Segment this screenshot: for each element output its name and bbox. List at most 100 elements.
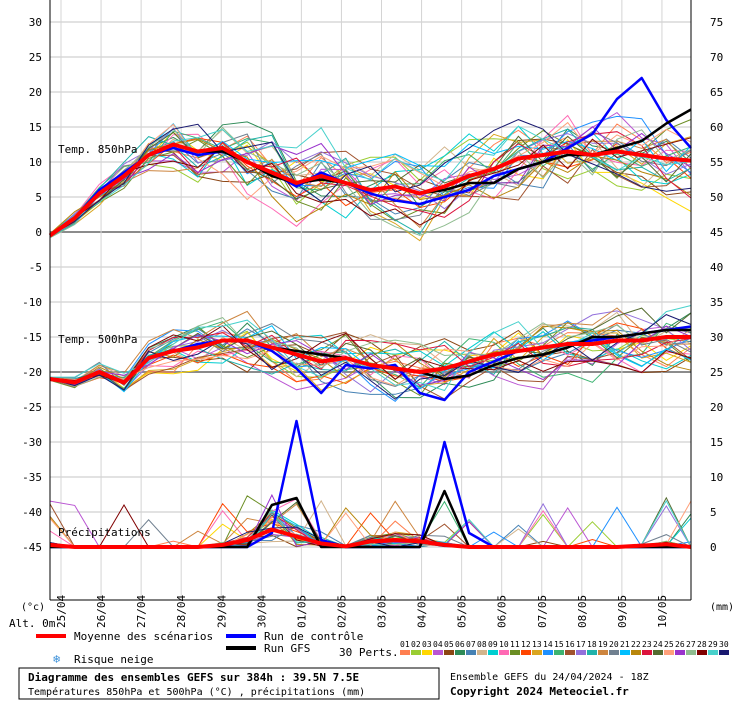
y-left-tick-label: -45: [22, 541, 42, 554]
x-tick-label: 27/04: [135, 595, 148, 628]
pert-line-t850: [49, 115, 692, 239]
pert-legend-id: 28: [697, 640, 707, 649]
y-right-tick-label: 60: [710, 121, 723, 134]
pert-legend-swatch: [675, 650, 685, 655]
pert-legend-swatch: [664, 650, 674, 655]
pert-legend-id: 17: [576, 640, 586, 649]
y-right-tick-label: 35: [710, 296, 723, 309]
y-left-tick-label: 0: [35, 226, 42, 239]
pert-legend-swatch: [653, 650, 663, 655]
pert-legend-swatch: [488, 650, 498, 655]
pert-line-t500: [49, 312, 692, 399]
t500-panel-label: Temp. 500hPa: [58, 333, 137, 346]
pert-line-t850: [49, 126, 692, 238]
pert-line-t850: [49, 126, 692, 239]
pert-legend-id: 03: [422, 640, 432, 649]
y-right-tick-label: 40: [710, 261, 723, 274]
x-tick-label: 06/05: [496, 595, 509, 628]
pert-line-t500: [49, 329, 692, 387]
y-right-tick-label: 45: [710, 226, 723, 239]
run-info: Ensemble GEFS du 24/04/2024 - 18Z: [450, 672, 649, 683]
legend-control-label: Run de contrôle: [264, 630, 363, 643]
grid-lines: [50, 0, 691, 600]
x-tick-label: 25/04: [55, 595, 68, 628]
pert-legend-id: 02: [411, 640, 421, 649]
snowflake-icon: ❄: [53, 652, 60, 666]
pert-legend-swatch: [631, 650, 641, 655]
pert-legend-id: 27: [686, 640, 696, 649]
pert-legend-swatch: [642, 650, 652, 655]
pert-legend-id: 09: [488, 640, 498, 649]
y-left-tick-label: -5: [29, 261, 42, 274]
copyright: Copyright 2024 Meteociel.fr: [450, 685, 629, 698]
pert-legend-swatch: [510, 650, 520, 655]
pert-line-t500: [49, 311, 692, 382]
series-line-t500: [49, 335, 691, 385]
pert-line-t850: [49, 138, 692, 237]
pert-legend-swatch: [455, 650, 465, 655]
x-tick-label: 10/05: [656, 595, 669, 628]
y-left-tick-label: -10: [22, 296, 42, 309]
x-tick-label: 02/05: [335, 595, 348, 628]
x-tick-label: 01/05: [295, 595, 308, 628]
pert-legend-id: 16: [565, 640, 575, 649]
pert-legend-swatch: [697, 650, 707, 655]
pert-legend-id: 26: [675, 640, 685, 649]
y-right-tick-label: 30: [710, 331, 723, 344]
pert-legend-swatch: [521, 650, 531, 655]
perturbation-lines: [49, 111, 692, 548]
pert-line-t850: [49, 137, 692, 236]
pert-legend-id: 06: [455, 640, 465, 649]
y-left-tick-label: 25: [29, 51, 42, 64]
pert-legend-id: 04: [433, 640, 443, 649]
y-left-tick-label: -15: [22, 331, 42, 344]
y-right-tick-label: 70: [710, 51, 723, 64]
pert-legend-swatches: 01 02 03 04 05 06 07 08 09 10 11 12 13 14 15 16 17 18 19 20…: [400, 640, 729, 655]
legend-gfs-label: Run GFS: [264, 642, 310, 655]
pert-legend-id: 11: [510, 640, 520, 649]
y-left-tick-label: -25: [22, 401, 42, 414]
y-left-tick-label: -40: [22, 506, 42, 519]
x-tick-label: 07/05: [536, 595, 549, 628]
pert-legend-id: 13: [532, 640, 542, 649]
y-left-tick-label: 30: [29, 16, 42, 29]
pert-legend-swatch: [532, 650, 542, 655]
precip-panel-label: Précipitations: [58, 526, 151, 539]
axes: [49, 0, 692, 601]
pert-legend-id: 14: [543, 640, 553, 649]
title-box: Diagramme des ensembles GEFS sur 384h : …: [18, 667, 440, 700]
pert-legend-swatch: [400, 650, 410, 655]
y-right-tick-label: 10: [710, 471, 723, 484]
pert-legend-swatch: [598, 650, 608, 655]
legend-mean-label: Moyenne des scénarios: [74, 630, 213, 643]
pert-legend-id: 24: [653, 640, 663, 649]
y-left-tick-label: 10: [29, 156, 42, 169]
x-tick-label: 03/05: [376, 595, 389, 628]
pert-line-t850: [49, 119, 692, 236]
pert-legend-id: 07: [466, 640, 476, 649]
y-right-tick-label: 50: [710, 191, 723, 204]
pert-legend-id: 29: [708, 640, 718, 649]
series-line-precip_mm: [49, 527, 692, 549]
pert-line-t500: [49, 325, 692, 386]
legend-snow-label: Risque neige: [74, 653, 153, 666]
pert-legend-id: 20: [609, 640, 619, 649]
pert-legend-id: 30: [719, 640, 729, 649]
x-tick-label: 08/05: [576, 595, 589, 628]
y-right-tick-label: 55: [710, 156, 723, 169]
pert-legend-id: 19: [598, 640, 608, 649]
x-tick-label: 28/04: [175, 595, 188, 628]
pert-legend-id: 18: [587, 640, 597, 649]
main-series-lines: [48, 76, 692, 549]
x-tick-labels: 25/04 26/04 27/04 28/04 29/04 30/04 01/05 02/05…: [55, 595, 669, 628]
altitude-label: Alt. 0m: [9, 617, 56, 630]
pert-line-t500: [49, 317, 692, 387]
y-left-tick-label: 15: [29, 121, 42, 134]
y-left-tick-labels: 30 25 20 15 10 5 0 -5 -10 -15 -20 -25 -30 -35 -40 -45: [22, 16, 42, 554]
pert-legend-swatch: [620, 650, 630, 655]
chart-subtitle: Températures 850hPa et 500hPa (°C) , pré…: [28, 686, 365, 698]
pert-legend-swatch: [466, 650, 476, 655]
pert-legend-id: 25: [664, 640, 674, 649]
